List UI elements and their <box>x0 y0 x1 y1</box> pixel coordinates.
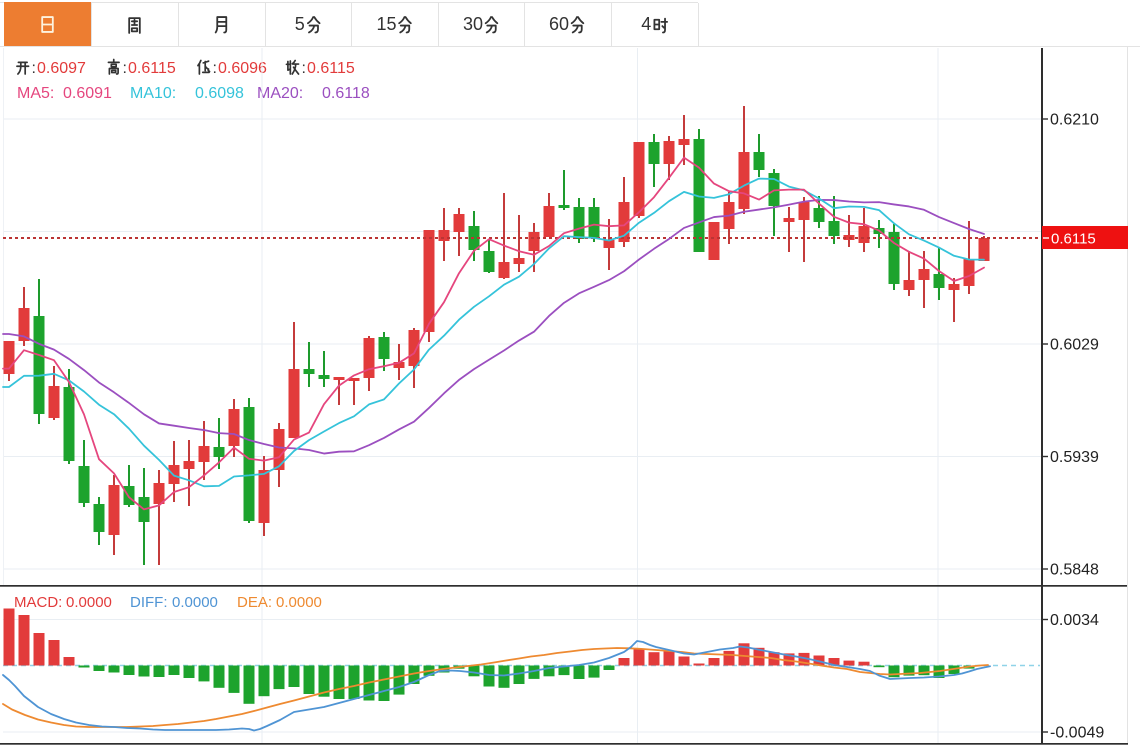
svg-text:30: 30 <box>463 14 483 34</box>
svg-text:5: 5 <box>295 14 305 34</box>
svg-text:0.6115: 0.6115 <box>307 60 355 77</box>
svg-text:0.6029: 0.6029 <box>1050 337 1099 354</box>
svg-text:0.5848: 0.5848 <box>1050 562 1099 579</box>
svg-text:0.6118: 0.6118 <box>322 85 370 102</box>
svg-text:0.6115: 0.6115 <box>128 60 176 77</box>
svg-text::: : <box>302 60 306 77</box>
svg-text:0.0034: 0.0034 <box>1050 612 1099 629</box>
svg-text:MA20:: MA20: <box>257 85 303 102</box>
svg-text:0.6096: 0.6096 <box>218 60 267 77</box>
svg-text:0.6115: 0.6115 <box>1051 231 1096 248</box>
svg-text:DEA:: DEA: <box>237 594 272 611</box>
svg-text:-0.0049: -0.0049 <box>1050 725 1104 742</box>
svg-text:MA10:: MA10: <box>130 85 176 102</box>
svg-text:15: 15 <box>377 14 397 34</box>
svg-text::: : <box>213 60 217 77</box>
svg-text:DIFF:: DIFF: <box>130 594 168 611</box>
svg-text:0.0000: 0.0000 <box>66 594 112 611</box>
svg-text:0.6097: 0.6097 <box>37 60 86 77</box>
svg-text::: : <box>32 60 36 77</box>
svg-text:0.0000: 0.0000 <box>276 594 322 611</box>
svg-text:60: 60 <box>549 14 569 34</box>
svg-text:4: 4 <box>641 14 651 34</box>
svg-text:0.6210: 0.6210 <box>1050 112 1099 129</box>
svg-text:MA5:: MA5: <box>17 85 54 102</box>
svg-text:MACD:: MACD: <box>14 594 62 611</box>
svg-text:0.6098: 0.6098 <box>195 85 244 102</box>
svg-text:0.5939: 0.5939 <box>1050 449 1099 466</box>
svg-text::: : <box>123 60 127 77</box>
svg-text:0.0000: 0.0000 <box>172 594 218 611</box>
svg-text:0.6091: 0.6091 <box>63 85 112 102</box>
